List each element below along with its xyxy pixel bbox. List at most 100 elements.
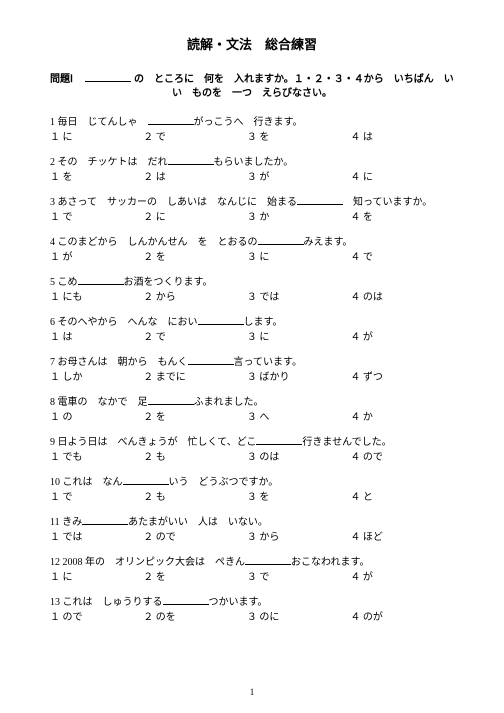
question-number: 12 [50, 557, 63, 568]
option: ４ ので [350, 451, 454, 465]
question-post: ふまれました。 [194, 397, 264, 408]
option: ２ を [143, 411, 247, 425]
question-number: 1 [50, 117, 58, 128]
option: １ しか [50, 371, 143, 385]
options-row: １ の２ を３ へ４ か [50, 411, 454, 425]
options-row: １ では２ ので３ から４ ほど [50, 531, 454, 545]
question: 10 これは なんいう どうぶつですか。１ で２ も３ を４ と [50, 475, 454, 505]
option: １ にも [50, 291, 143, 305]
question-blank [163, 595, 209, 605]
question-number: 10 [50, 477, 63, 488]
option: ２ のを [143, 611, 247, 625]
option: １ でも [50, 451, 143, 465]
option: ２ までに [143, 371, 247, 385]
question-post: 言っています。 [234, 357, 303, 368]
question-pre: これは しゅうりする [63, 597, 163, 608]
question-pre: あさって サッカーの しあいは なんじに 始まる [58, 197, 298, 208]
option: ２ から [143, 291, 247, 305]
option: ４ が [350, 331, 454, 345]
question-pre: きみ [62, 517, 82, 528]
option: ３ ばかり [247, 371, 351, 385]
question-text: 4 このまどから しんかんせん を とおるのみえます。 [50, 235, 454, 250]
question-post: もらいましたか。 [214, 157, 294, 168]
option: ３ では [247, 291, 351, 305]
question-number: 13 [50, 597, 63, 608]
page-number: 1 [0, 686, 504, 699]
instruction: 問題Ⅰ の ところに 何を 入れますか。１・２・３・４から いちばん い い も… [50, 72, 454, 101]
option: ３ へ [247, 411, 351, 425]
option: １ では [50, 531, 143, 545]
question-text: 2 その チッケトは だれもらいましたか。 [50, 155, 454, 170]
option: ４ に [350, 171, 454, 185]
question-pre: 2008 年の オリンピック大会は ぺきん [63, 557, 246, 568]
option: １ ので [50, 611, 143, 625]
question-text: 7 お母さんは 朝から もんく言っています。 [50, 355, 454, 370]
question-pre: 日よう日は べんきょうが 忙しくて、どこ [58, 437, 257, 448]
question-pre: こめ [58, 277, 78, 288]
question-number: 9 [50, 437, 58, 448]
question: 5 こめお酒をつくります。１ にも２ から３ では４ のは [50, 275, 454, 305]
option: １ に [50, 571, 143, 585]
question-number: 7 [50, 357, 58, 368]
question-text: 13 これは しゅうりする つかいます。 [50, 595, 454, 610]
option: ４ のは [350, 291, 454, 305]
question: 11 きみあたまがいい 人は いない。１ では２ ので３ から４ ほど [50, 515, 454, 545]
option: ２ を [143, 571, 247, 585]
options-row: １ を２ は３ が４ に [50, 171, 454, 185]
question: 8 電車の なかで 足 ふまれました。 １ の２ を３ へ４ か [50, 395, 454, 425]
question-post: みえます。 [304, 237, 353, 248]
option: ４ か [350, 411, 454, 425]
option: ４ と [350, 491, 454, 505]
question: 6 そのへやから へんな においします。１ は２ で３ に４ が [50, 315, 454, 345]
option: ４ が [350, 571, 454, 585]
options-row: １ にも２ から３ では４ のは [50, 291, 454, 305]
options-row: １ ので２ のを３ のに４ のが [50, 611, 454, 625]
option: ２ も [143, 491, 247, 505]
options-row: １ は２ で３ に４ が [50, 331, 454, 345]
question-text: 11 きみあたまがいい 人は いない。 [50, 515, 454, 530]
question: 4 このまどから しんかんせん を とおるのみえます。１ が２ を３ に４ で [50, 235, 454, 265]
option: ２ ので [143, 531, 247, 545]
option: ３ か [247, 211, 351, 225]
option: ２ も [143, 451, 247, 465]
question-blank [148, 395, 194, 405]
option: ３ から [247, 531, 351, 545]
question-post: つかいます。 [209, 597, 268, 608]
instruction-line2: い ものを 一つ えらびなさい。 [50, 87, 454, 101]
option: ４ は [350, 131, 454, 145]
option: ２ に [143, 211, 247, 225]
option: １ で [50, 491, 143, 505]
option: １ が [50, 251, 143, 265]
option: ３ を [247, 491, 351, 505]
question-blank [123, 475, 169, 485]
option: １ に [50, 131, 143, 145]
option: ４ ずつ [350, 371, 454, 385]
options-row: １ に２ で３ を４ は [50, 131, 454, 145]
question-pre: このまどから しんかんせん を とおるの [58, 237, 258, 248]
question-post: 行きませんでした。 [302, 437, 391, 448]
question-pre: そのへやから へんな におい [58, 317, 198, 328]
question-pre: これは なん [63, 477, 123, 488]
question-blank [82, 515, 128, 525]
option: ３ が [247, 171, 351, 185]
question-pre: その チッケトは だれ [58, 157, 168, 168]
question: 7 お母さんは 朝から もんく言っています。１ しか２ までに３ ばかり４ ずつ [50, 355, 454, 385]
question-blank [78, 275, 124, 285]
options-row: １ でも２ も３ のは４ ので [50, 451, 454, 465]
option: ４ のが [350, 611, 454, 625]
option: ３ で [247, 571, 351, 585]
question-pre: 電車の なかで 足 [58, 397, 148, 408]
options-row: １ に２ を３ で４ が [50, 571, 454, 585]
question-number: 6 [50, 317, 58, 328]
option: １ を [50, 171, 143, 185]
question-number: 8 [50, 397, 58, 408]
question-blank [188, 355, 234, 365]
question-blank [168, 155, 214, 165]
question-text: 1 毎日 じてんしゃ がっこうへ 行きます。 [50, 115, 454, 130]
question-blank [148, 115, 194, 125]
page: 読解・文法 総合練習 問題Ⅰ の ところに 何を 入れますか。１・２・３・４から… [0, 0, 504, 713]
question: 13 これは しゅうりする つかいます。 １ ので２ のを３ のに４ のが [50, 595, 454, 625]
question-number: 5 [50, 277, 58, 288]
question: 12 2008 年の オリンピック大会は ぺきんおこなわれます。１ に２ を３ … [50, 555, 454, 585]
question-blank [297, 195, 343, 205]
